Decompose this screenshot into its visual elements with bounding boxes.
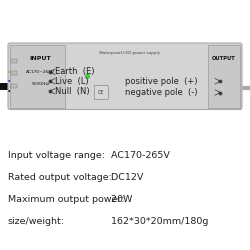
Text: Earth  (E): Earth (E) [55,67,94,76]
Bar [11,84,17,88]
Text: OUTPUT: OUTPUT [212,56,236,61]
Bar [208,45,240,108]
Text: CE: CE [98,90,104,95]
Text: Null  (N): Null (N) [55,87,90,96]
Text: Live  (L): Live (L) [55,77,88,86]
Text: positive pole  (+): positive pole (+) [125,77,198,86]
Text: Rated output voltage:: Rated output voltage: [8,173,112,182]
Text: 50/60Hz: 50/60Hz [31,82,49,86]
Text: Input voltage range:: Input voltage range: [8,151,104,160]
Text: 162*30*20mm/180g: 162*30*20mm/180g [105,217,208,226]
FancyBboxPatch shape [94,86,108,100]
Circle shape [86,74,89,78]
Bar [10,45,65,108]
Text: negative pole  (-): negative pole (-) [125,88,198,97]
Text: size/weight:: size/weight: [8,217,64,226]
Bar [11,71,17,75]
Bar [11,58,17,62]
Text: Maximum output power:: Maximum output power: [8,195,124,204]
Text: INPUT: INPUT [30,56,51,61]
Text: AC170~265V: AC170~265V [26,70,55,74]
Text: Waterproof LED power supply: Waterproof LED power supply [99,50,160,54]
Text: AC170-265V: AC170-265V [105,151,170,160]
FancyBboxPatch shape [8,43,242,110]
Text: 20W: 20W [105,195,132,204]
Text: DC12V: DC12V [105,173,144,182]
